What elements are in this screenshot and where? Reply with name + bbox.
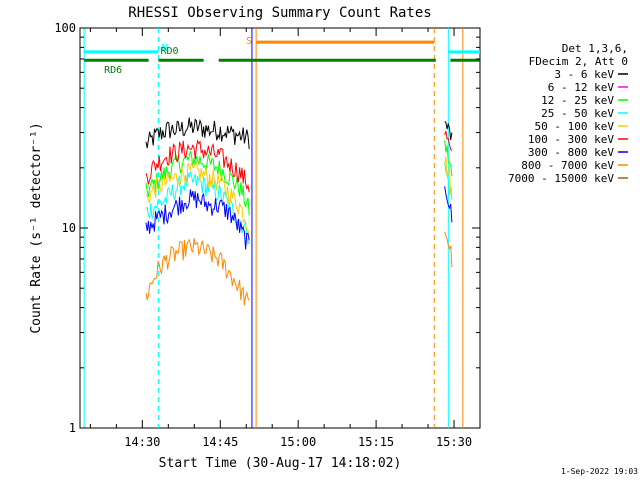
series-line <box>444 156 453 195</box>
flag-label: S <box>246 36 252 47</box>
series-line <box>145 151 250 216</box>
series-line <box>145 238 250 306</box>
series-line <box>444 186 453 223</box>
legend-entry-label: 100 - 300 keV <box>528 133 614 146</box>
y-axis-label: Count Rate (s⁻¹ detector⁻¹) <box>29 122 44 333</box>
x-tick-label: 15:00 <box>280 435 316 449</box>
x-tick-label: 15:30 <box>436 435 472 449</box>
series-line <box>145 170 250 246</box>
x-tick-label: 14:45 <box>202 435 238 449</box>
series-line <box>145 117 250 150</box>
y-axis-ticks: 1 10 100 <box>54 21 480 435</box>
series-line <box>444 231 453 268</box>
y-tick-label: 10 <box>62 221 76 235</box>
y-tick-label: 100 <box>54 21 76 35</box>
legend-entry-label: 6 - 12 keV <box>548 81 615 94</box>
series-layer <box>145 117 453 306</box>
series-line <box>145 189 250 250</box>
legend-header: FDecim 2, Att 0 <box>529 55 628 68</box>
flag-label: RD0 <box>160 46 178 57</box>
legend-entry-label: 3 - 6 keV <box>554 68 614 81</box>
legend-header: Det 1,3,6, <box>562 42 628 55</box>
series-line <box>145 139 250 193</box>
x-axis-label: Start Time (30-Aug-17 14:18:02) <box>159 456 402 471</box>
series-line <box>145 160 250 236</box>
chart-title: RHESSI Observing Summary Count Rates <box>128 5 431 21</box>
x-tick-label: 14:30 <box>124 435 160 449</box>
x-tick-label: 15:15 <box>358 435 394 449</box>
flag-label: RD6 <box>104 65 122 76</box>
series-line <box>444 121 453 141</box>
footer-timestamp: 1-Sep-2022 19:03 <box>561 467 638 476</box>
plot-frame <box>79 27 481 429</box>
legend-entry-label: 25 - 50 keV <box>541 107 614 120</box>
y-tick-label: 1 <box>69 421 76 435</box>
legend-entry-label: 800 - 7000 keV <box>521 159 614 172</box>
series-line <box>444 140 453 177</box>
legend-entry-label: 50 - 100 keV <box>535 120 615 133</box>
series-line <box>444 130 453 152</box>
x-axis-ticks: 14:30 14:45 15:00 15:15 15:30 <box>89 28 481 449</box>
flag-label: N <box>161 43 167 54</box>
flag-bars: N S RD0 RD6 <box>84 36 480 76</box>
vertical-marker-lines <box>83 28 464 428</box>
legend-entry-label: 7000 - 15000 keV <box>508 172 614 185</box>
legend-entry-label: 12 - 25 keV <box>541 94 614 107</box>
legend-entry-label: 300 - 800 keV <box>528 146 614 159</box>
